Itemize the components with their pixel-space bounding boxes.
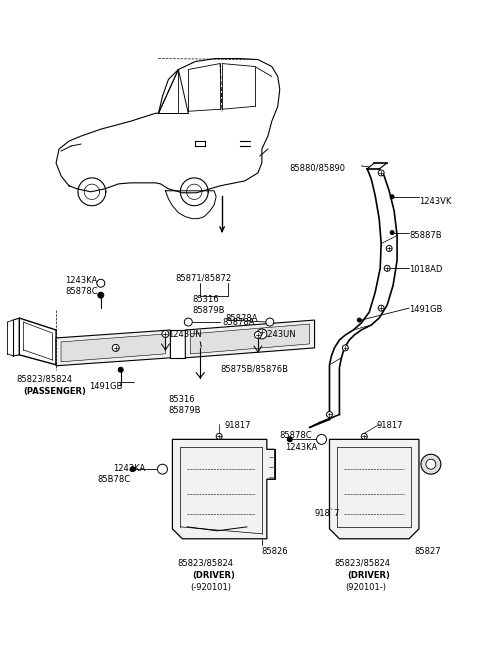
Text: 1243KA: 1243KA [285, 443, 317, 452]
Text: 1243KA: 1243KA [113, 464, 145, 473]
Text: 91817: 91817 [376, 421, 403, 430]
Polygon shape [329, 440, 419, 539]
Circle shape [390, 231, 394, 235]
Text: (-920101): (-920101) [190, 583, 231, 591]
Polygon shape [190, 324, 310, 354]
Text: 85878C: 85878C [280, 432, 312, 440]
Text: 85316: 85316 [192, 295, 219, 304]
Polygon shape [56, 330, 170, 366]
Text: (920101-): (920101-) [346, 583, 386, 591]
FancyBboxPatch shape [267, 449, 275, 479]
Text: 85871/85872: 85871/85872 [175, 273, 231, 283]
Circle shape [112, 344, 119, 351]
Text: 1243VK: 1243VK [419, 196, 451, 206]
Circle shape [162, 330, 169, 338]
Circle shape [257, 329, 267, 339]
Circle shape [326, 411, 333, 417]
Text: 91817: 91817 [224, 421, 251, 430]
Circle shape [266, 318, 274, 326]
Text: 85878C: 85878C [65, 287, 97, 296]
Text: 1018AD: 1018AD [409, 265, 443, 275]
Text: 85879B: 85879B [168, 405, 201, 415]
Circle shape [184, 318, 192, 326]
Polygon shape [172, 440, 275, 539]
Text: 918`7: 918`7 [314, 509, 340, 518]
Text: 1243UN: 1243UN [262, 330, 296, 339]
Circle shape [378, 170, 384, 176]
Circle shape [259, 329, 265, 335]
Text: 85878A: 85878A [222, 318, 254, 327]
Text: 85B78C: 85B78C [98, 475, 131, 484]
Text: 85875B/85876B: 85875B/85876B [220, 365, 288, 374]
Circle shape [287, 437, 292, 442]
Text: 1243KA: 1243KA [65, 277, 97, 285]
Circle shape [130, 466, 135, 472]
Circle shape [118, 367, 123, 373]
Text: 1243UN: 1243UN [168, 330, 202, 339]
Circle shape [357, 318, 361, 322]
Text: (PASSENGER): (PASSENGER) [23, 387, 86, 396]
Text: 1491GB: 1491GB [89, 382, 122, 391]
Polygon shape [185, 320, 314, 358]
Circle shape [378, 305, 384, 311]
Circle shape [386, 246, 392, 252]
Text: 85316: 85316 [168, 395, 195, 403]
Text: 85823/85824: 85823/85824 [16, 374, 72, 384]
Circle shape [426, 459, 436, 469]
Circle shape [390, 194, 394, 199]
Circle shape [361, 434, 367, 440]
Circle shape [97, 279, 105, 287]
Circle shape [384, 265, 390, 271]
Text: 85878A: 85878A [225, 314, 258, 323]
Text: 85827: 85827 [414, 547, 441, 556]
Text: 85879B: 85879B [192, 306, 225, 315]
Text: 85826: 85826 [262, 547, 288, 556]
Circle shape [421, 454, 441, 474]
Text: 85880/85890: 85880/85890 [290, 164, 346, 173]
Text: (DRIVER): (DRIVER) [348, 570, 390, 579]
Text: 1491GB: 1491GB [409, 305, 443, 314]
Circle shape [98, 292, 104, 298]
Polygon shape [61, 334, 166, 362]
Text: (DRIVER): (DRIVER) [192, 570, 235, 579]
Circle shape [316, 434, 326, 444]
Text: 85823/85824: 85823/85824 [335, 558, 390, 568]
Text: 85823/85824: 85823/85824 [178, 558, 233, 568]
Text: 85887B: 85887B [409, 231, 442, 240]
Circle shape [157, 464, 168, 474]
Circle shape [216, 434, 222, 440]
Circle shape [254, 332, 262, 338]
Circle shape [342, 345, 348, 351]
